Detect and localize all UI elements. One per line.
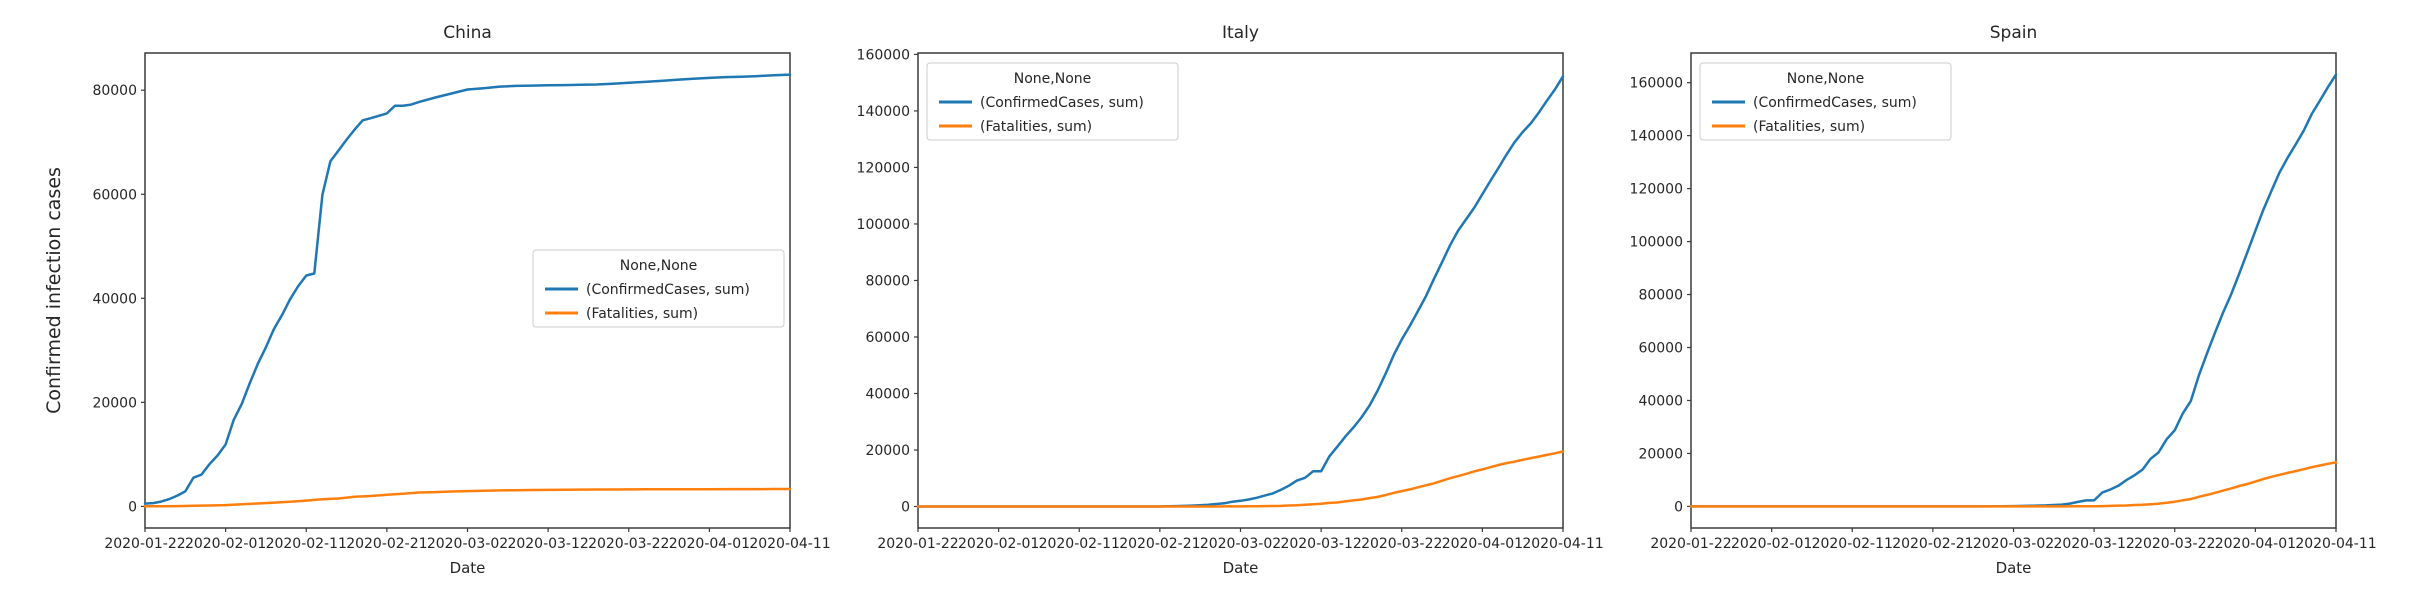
x-tick-label: 2020-02-01	[958, 536, 1039, 552]
x-tick-label: 2020-02-11	[1812, 536, 1893, 552]
subplot-title: Italy	[1222, 23, 1259, 43]
confirmed-cases-legend-label: (ConfirmedCases, sum)	[1753, 95, 1917, 111]
x-tick-label: 2020-04-01	[1442, 536, 1523, 552]
x-axis-title: Date	[450, 559, 486, 577]
x-tick-label: 2020-04-01	[2215, 536, 2296, 552]
fatalities-legend-label: (Fatalities, sum)	[1753, 119, 1865, 135]
y-tick-label: 140000	[857, 104, 910, 120]
x-tick-label: 2020-02-11	[266, 536, 347, 552]
legend: None,None (ConfirmedCases, sum) (Fatalitie…	[926, 62, 1179, 141]
x-tick-label: 2020-03-02	[1200, 536, 1281, 552]
subplot-title: Spain	[1990, 23, 2038, 43]
y-tick-label: 60000	[865, 330, 910, 346]
y-axis-title: Confirmed infection cases	[43, 167, 65, 414]
y-tick-label: 60000	[92, 187, 137, 203]
y-tick-label: 20000	[1638, 446, 1683, 462]
y-tick-label: 120000	[857, 160, 910, 176]
y-tick-label: 40000	[92, 291, 137, 307]
x-tick-label: 2020-01-22	[1650, 536, 1731, 552]
confirmed-cases-line	[916, 75, 1565, 508]
y-tick-label: 100000	[1630, 235, 1683, 251]
y-tick-label: 40000	[1638, 393, 1683, 409]
y-tick-label: 160000	[857, 47, 910, 63]
fatalities-line	[143, 487, 792, 508]
x-tick-label: 2020-02-21	[346, 536, 427, 552]
x-tick-label: 2020-03-02	[427, 536, 508, 552]
legend-title: None,None	[620, 258, 698, 274]
x-tick-label: 2020-02-21	[1119, 536, 1200, 552]
x-tick-label: 2020-02-21	[1892, 536, 1973, 552]
x-tick-label: 2020-04-11	[1522, 536, 1603, 552]
legend-box	[926, 62, 1179, 141]
y-tick-label: 0	[128, 499, 137, 515]
fatalities-legend-label: (Fatalities, sum)	[586, 306, 698, 322]
x-axis-title: Date	[1996, 559, 2032, 577]
y-tick-label: 0	[901, 500, 910, 516]
legend-box	[532, 249, 785, 328]
y-tick-label: 80000	[1638, 288, 1683, 304]
confirmed-cases-line	[143, 73, 792, 505]
y-tick-label: 40000	[865, 386, 910, 402]
x-tick-label: 2020-01-22	[104, 536, 185, 552]
fatalities-line	[916, 450, 1565, 508]
legend: None,None (ConfirmedCases, sum) (Fatalitie…	[532, 249, 785, 328]
x-tick-label: 2020-03-12	[507, 536, 588, 552]
y-tick-label: 80000	[865, 273, 910, 289]
x-tick-label: 2020-03-12	[2053, 536, 2134, 552]
legend-title: None,None	[1787, 71, 1865, 87]
confirmed-cases-legend-label: (ConfirmedCases, sum)	[980, 95, 1144, 111]
y-tick-label: 140000	[1630, 129, 1683, 145]
y-tick-label: 100000	[857, 217, 910, 233]
y-tick-label: 0	[1674, 499, 1683, 515]
x-tick-label: 2020-03-02	[1973, 536, 2054, 552]
y-tick-label: 60000	[1638, 341, 1683, 357]
subplot-title: China	[443, 23, 492, 43]
y-tick-label: 20000	[865, 443, 910, 459]
x-tick-label: 2020-02-01	[185, 536, 266, 552]
x-tick-label: 2020-04-11	[2295, 536, 2376, 552]
legend-box	[1699, 62, 1952, 141]
x-tick-label: 2020-04-11	[749, 536, 830, 552]
confirmed-cases-legend-label: (ConfirmedCases, sum)	[586, 282, 750, 298]
y-tick-label: 160000	[1630, 76, 1683, 92]
x-tick-label: 2020-03-22	[1361, 536, 1442, 552]
fatalities-line	[1689, 461, 2338, 508]
x-tick-label: 2020-04-01	[669, 536, 750, 552]
x-tick-label: 2020-03-12	[1280, 536, 1361, 552]
x-tick-label: 2020-02-01	[1731, 536, 1812, 552]
x-tick-label: 2020-02-11	[1039, 536, 1120, 552]
y-tick-label: 80000	[92, 83, 137, 99]
fatalities-legend-label: (Fatalities, sum)	[980, 119, 1092, 135]
y-tick-label: 120000	[1630, 182, 1683, 198]
y-tick-label: 20000	[92, 395, 137, 411]
x-tick-label: 2020-03-22	[588, 536, 669, 552]
x-axis-title: Date	[1223, 559, 1259, 577]
legend-title: None,None	[1014, 71, 1092, 87]
x-tick-label: 2020-03-22	[2134, 536, 2215, 552]
legend: None,None (ConfirmedCases, sum) (Fatalitie…	[1699, 62, 1952, 141]
x-tick-label: 2020-01-22	[877, 536, 958, 552]
